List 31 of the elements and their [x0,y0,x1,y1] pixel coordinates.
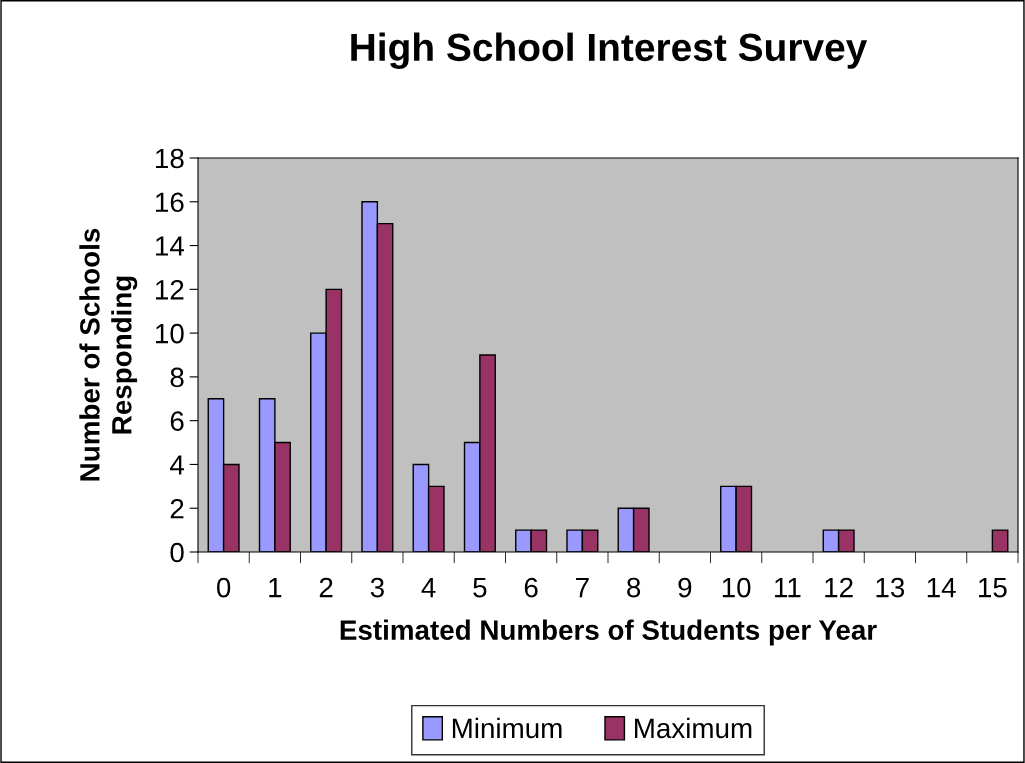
x-tick-label: 1 [269,578,282,598]
y-tick-label: 4 [170,455,184,475]
x-axis-title: Estimated Numbers of Students per Year [340,619,877,646]
y-tick-label: 0 [170,542,184,563]
legend-label: Maximum [635,717,752,739]
x-tick-label: 14 [927,578,956,598]
x-tick-label: 15 [979,578,1007,598]
y-tick-label: 18 [156,148,184,169]
y-tick-label: 12 [156,280,184,300]
x-tick-label: 5 [473,578,487,598]
y-tick-label: 8 [170,367,184,388]
x-tick-label: 0 [216,577,231,598]
chart-title: High School Interest Survey [351,32,868,70]
x-tick-label: 13 [876,577,905,598]
y-tick-label: 10 [156,323,184,344]
x-tick-label: 2 [319,577,333,598]
y-tick-label: 6 [170,411,184,432]
x-tick-label: 6 [524,577,538,598]
x-tick-label: 4 [421,578,436,598]
x-tick-label: 12 [825,577,853,598]
x-tick-label: 8 [627,577,641,598]
x-tick-label: 10 [722,577,751,598]
y-tick-label: 2 [170,498,184,519]
y-tick-label: 16 [156,192,184,213]
y-tick-label: 14 [156,236,184,256]
x-tick-label: 11 [775,578,801,598]
legend-label: Minimum [452,717,562,739]
x-tick-label: 3 [370,577,384,598]
x-tick-label: 9 [678,577,692,598]
y-axis-title: Number of Schools Responding [79,228,138,481]
x-tick-label: 7 [576,578,589,598]
